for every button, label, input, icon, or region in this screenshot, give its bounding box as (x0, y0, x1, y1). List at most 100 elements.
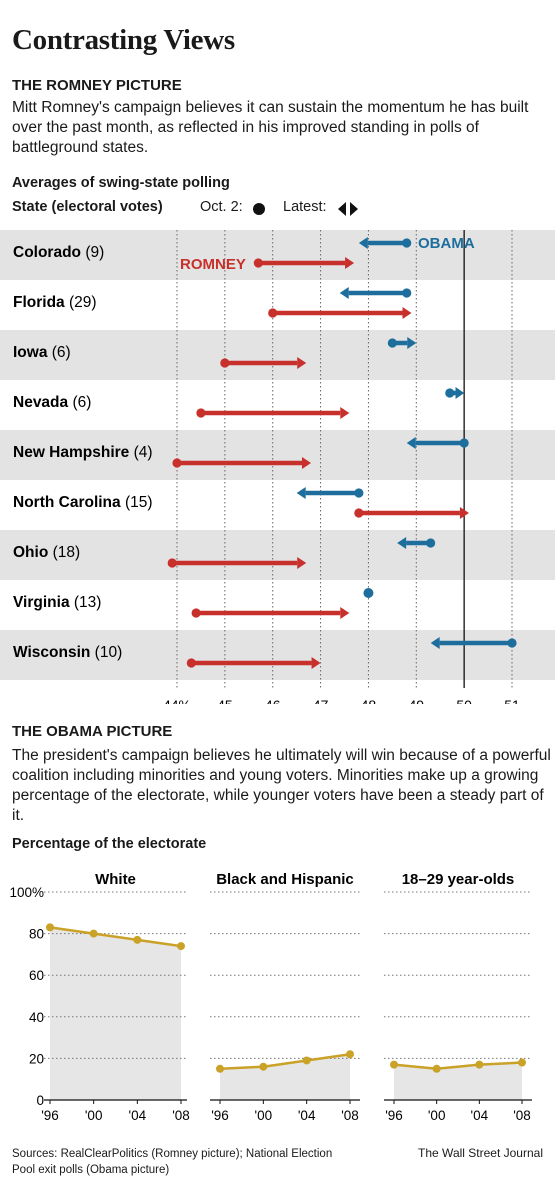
obama-arrow (430, 637, 517, 649)
obama-arrow-head (339, 287, 349, 299)
obama-arrow (339, 287, 412, 299)
x-tick-label: '96 (41, 1108, 59, 1123)
state-label: Florida (29) (13, 294, 97, 311)
state-header: State (electoral votes) (12, 199, 163, 215)
legend-latest-label: Latest: (283, 199, 327, 215)
romney-arrow-start-dot (220, 358, 230, 368)
area-fill (220, 1054, 350, 1100)
romney-arrow-start-dot (191, 608, 201, 618)
row-band (0, 430, 555, 480)
data-point (89, 929, 98, 938)
state-name: Iowa (13, 344, 48, 361)
state-name: Nevada (13, 394, 69, 411)
romney-arrow (167, 557, 307, 569)
panel-title: Black and Hispanic (216, 871, 354, 888)
x-tick-label: 49 (408, 697, 424, 704)
romney-arrow-start-dot (172, 458, 182, 468)
obama-arrow-head (397, 537, 407, 549)
x-tick-label: 45 (217, 697, 233, 704)
romney-arrow-head (340, 407, 350, 419)
row-band (0, 630, 555, 680)
x-tick-label: '04 (129, 1108, 147, 1123)
data-point (346, 1050, 354, 1059)
data-point (259, 1062, 268, 1071)
x-tick-label: '08 (172, 1108, 190, 1123)
legend-arrows-icon (338, 202, 358, 216)
x-tick-label: 44% (163, 697, 191, 704)
obama-arrow (387, 337, 417, 349)
romney-arrow-start-dot (253, 258, 263, 268)
y-tick-label: 20 (29, 1051, 44, 1066)
data-point (390, 1060, 398, 1069)
romney-arrow-head (297, 357, 307, 369)
data-point (177, 942, 185, 951)
obama-arrow-head (455, 387, 465, 399)
romney-series-label: ROMNEY (180, 256, 246, 273)
y-tick-label: 80 (29, 927, 44, 942)
state-name: North Carolina (13, 494, 121, 511)
x-tick-label: 51 (504, 697, 520, 704)
swing-state-chart: Colorado (9)Florida (29)Iowa (6)Nevada (… (0, 230, 555, 704)
polling-subheading: Averages of swing-state polling (12, 175, 230, 191)
x-tick-label: '96 (385, 1108, 403, 1123)
state-electoral-votes: (13) (70, 594, 102, 611)
state-electoral-votes: (15) (121, 494, 153, 511)
series-line (219, 1053, 351, 1071)
state-electoral-votes: (18) (48, 544, 80, 561)
panel-title: 18–29 year-olds (402, 871, 515, 888)
obama-arrow-start-dot (387, 338, 397, 348)
area-fill (50, 927, 181, 1100)
electorate-subheading: Percentage of the electorate (12, 836, 207, 852)
obama-arrow (296, 487, 364, 499)
x-tick-label: '00 (85, 1108, 103, 1123)
row-band (0, 330, 555, 380)
panel-title: White (95, 871, 136, 888)
romney-arrow-start-dot (167, 558, 177, 568)
state-label: Ohio (18) (13, 544, 80, 561)
obama-arrow-start-dot (402, 238, 412, 248)
data-point (46, 923, 54, 932)
data-point (518, 1058, 526, 1067)
state-name: Virginia (13, 594, 70, 611)
state-name: Wisconsin (13, 644, 90, 661)
romney-arrow-head (345, 257, 355, 269)
y-tick-label: 60 (29, 968, 44, 983)
page-title: Contrasting Views (12, 24, 235, 56)
romney-arrow (172, 457, 311, 469)
state-name: Florida (13, 294, 65, 311)
legend-dot-icon (253, 203, 265, 215)
obama-arrow-start-dot (459, 438, 469, 448)
x-tick-label: '00 (428, 1108, 446, 1123)
romney-arrow-start-dot (186, 658, 196, 668)
obama-arrow-start-dot (507, 638, 517, 648)
sources-note: Sources: RealClearPolitics (Romney pictu… (12, 1148, 333, 1176)
data-point (432, 1064, 441, 1073)
romney-arrow (220, 357, 307, 369)
romney-arrow-head (459, 507, 469, 519)
romney-arrow (191, 607, 350, 619)
x-tick-label: '04 (298, 1108, 316, 1123)
romney-arrow-head (402, 307, 412, 319)
romney-arrow-start-dot (196, 408, 206, 418)
romney-description: Mitt Romney's campaign believes it can s… (12, 99, 529, 156)
x-tick-label: '08 (513, 1108, 531, 1123)
state-label: New Hampshire (4) (13, 444, 153, 461)
romney-arrow (196, 407, 350, 419)
data-point (133, 935, 142, 944)
x-tick-label: 48 (361, 697, 377, 704)
data-point (475, 1060, 484, 1069)
state-label: Virginia (13) (13, 594, 101, 611)
state-name: Ohio (13, 544, 48, 561)
romney-arrow-start-dot (354, 508, 364, 518)
state-electoral-votes: (29) (65, 294, 97, 311)
y-tick-label: 100% (9, 885, 44, 900)
obama-arrow-head (407, 337, 417, 349)
series-line (393, 1061, 523, 1071)
romney-arrow-head (297, 557, 307, 569)
area-fill (394, 1062, 522, 1100)
romney-arrow (186, 657, 321, 669)
romney-arrow (253, 257, 355, 269)
x-tick-label: '04 (471, 1108, 489, 1123)
obama-arrow-start-dot (426, 538, 436, 548)
state-electoral-votes: (4) (129, 444, 152, 461)
